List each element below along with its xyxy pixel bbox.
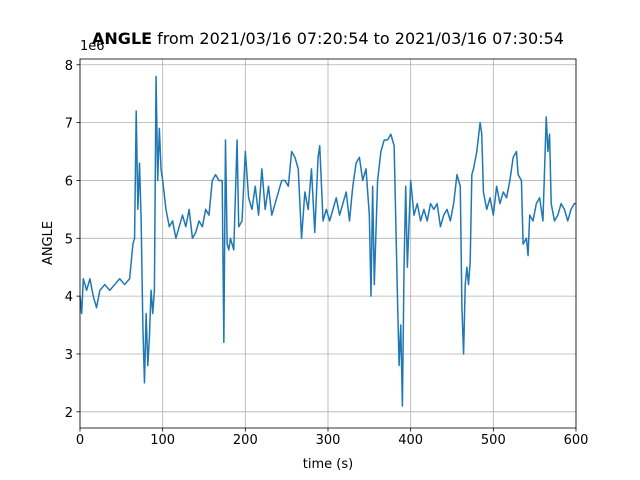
- y-tick-label: 8: [65, 59, 73, 74]
- chart-title: ANGLE from 2021/03/16 07:20:54 to 2021/03…: [92, 29, 564, 48]
- y-tick-label: 5: [65, 232, 73, 247]
- y-tick-label: 3: [65, 348, 73, 363]
- plot-frame: [79, 58, 577, 429]
- title-bold: ANGLE: [92, 29, 152, 48]
- x-tick-label: 0: [76, 433, 84, 448]
- title-rest: from 2021/03/16 07:20:54 to 2021/03/16 0…: [157, 29, 564, 48]
- y-tick-label: 7: [65, 117, 73, 132]
- y-tick-label: 4: [65, 290, 73, 305]
- y-axis-label: ANGLE: [41, 221, 56, 265]
- y-offset-label: 1e6: [80, 39, 105, 54]
- x-tick-label: 400: [398, 433, 423, 448]
- x-tick-label: 100: [150, 433, 175, 448]
- y-tick-label: 2: [65, 406, 73, 421]
- x-tick-label: 500: [481, 433, 506, 448]
- x-tick-label: 200: [233, 433, 258, 448]
- x-tick-label: 600: [564, 433, 589, 448]
- data-line: [79, 75, 576, 407]
- y-tick-label: 6: [65, 174, 73, 189]
- x-axis-label: time (s): [303, 457, 353, 472]
- x-tick-label: 300: [316, 433, 341, 448]
